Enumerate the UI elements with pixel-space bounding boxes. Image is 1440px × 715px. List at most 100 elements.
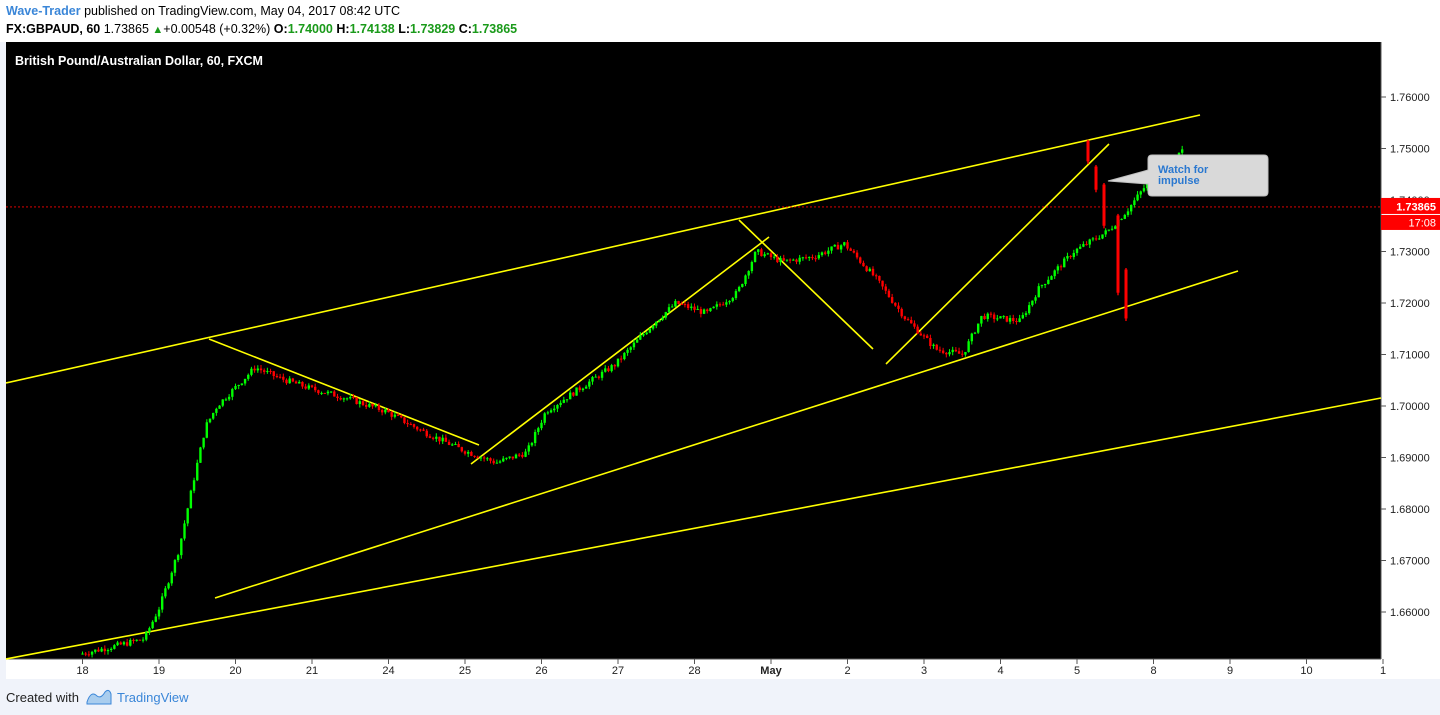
candle[interactable]	[600, 371, 604, 378]
candle[interactable]	[986, 313, 989, 320]
candle[interactable]	[1078, 246, 1082, 249]
candle[interactable]	[859, 257, 862, 263]
candle[interactable]	[145, 631, 148, 640]
candle[interactable]	[575, 387, 578, 396]
candle[interactable]	[626, 349, 629, 353]
candle[interactable]	[282, 376, 285, 380]
candle[interactable]	[1037, 286, 1040, 298]
candle[interactable]	[301, 381, 304, 387]
candle[interactable]	[231, 389, 234, 397]
candle[interactable]	[976, 323, 980, 333]
candle[interactable]	[451, 444, 454, 446]
candle[interactable]	[655, 321, 658, 326]
candle[interactable]	[897, 305, 900, 309]
candle[interactable]	[706, 309, 709, 312]
projection-candle[interactable]	[1102, 184, 1106, 226]
candle[interactable]	[412, 424, 416, 427]
trend-line[interactable]	[214, 270, 1239, 599]
candle[interactable]	[307, 385, 311, 389]
candle[interactable]	[196, 462, 199, 481]
candle[interactable]	[342, 398, 346, 400]
candle[interactable]	[1072, 252, 1076, 258]
candle[interactable]	[339, 398, 342, 400]
candle[interactable]	[1027, 305, 1031, 314]
candle[interactable]	[508, 456, 511, 458]
candle[interactable]	[935, 344, 938, 350]
candle[interactable]	[511, 456, 515, 459]
candle[interactable]	[741, 284, 744, 287]
candle[interactable]	[393, 414, 397, 417]
candle[interactable]	[878, 275, 881, 281]
candle[interactable]	[922, 335, 926, 337]
candle[interactable]	[415, 426, 419, 430]
candle[interactable]	[211, 412, 215, 419]
candle[interactable]	[84, 653, 87, 655]
candle[interactable]	[1012, 317, 1015, 322]
candle[interactable]	[237, 384, 240, 386]
candle[interactable]	[792, 259, 795, 261]
candle[interactable]	[843, 242, 846, 246]
candle[interactable]	[779, 258, 782, 263]
candle[interactable]	[514, 454, 518, 459]
candle[interactable]	[141, 639, 145, 641]
candle[interactable]	[208, 418, 212, 423]
candle[interactable]	[642, 334, 645, 336]
candle[interactable]	[648, 328, 652, 333]
candle[interactable]	[996, 318, 999, 320]
candle[interactable]	[827, 250, 830, 254]
candle[interactable]	[677, 301, 680, 304]
candle[interactable]	[961, 353, 964, 355]
candle[interactable]	[97, 649, 100, 652]
candle[interactable]	[715, 304, 719, 307]
candle[interactable]	[623, 352, 626, 360]
candle[interactable]	[839, 245, 843, 250]
candle[interactable]	[849, 248, 852, 251]
candle[interactable]	[234, 385, 237, 390]
candle[interactable]	[400, 415, 403, 418]
candle[interactable]	[1136, 194, 1139, 201]
candle[interactable]	[1015, 321, 1018, 323]
candle[interactable]	[298, 381, 301, 384]
candle[interactable]	[1139, 191, 1142, 195]
candle[interactable]	[176, 555, 180, 561]
trend-line[interactable]	[470, 236, 770, 465]
candle[interactable]	[699, 309, 703, 314]
candle[interactable]	[769, 253, 773, 258]
candle[interactable]	[772, 256, 776, 258]
candle[interactable]	[884, 286, 887, 291]
candle[interactable]	[425, 430, 428, 437]
candle[interactable]	[686, 304, 690, 308]
candle[interactable]	[543, 413, 546, 423]
candle[interactable]	[224, 399, 228, 401]
candle[interactable]	[572, 392, 575, 396]
candle[interactable]	[160, 596, 164, 610]
candle[interactable]	[1021, 315, 1025, 319]
candle[interactable]	[750, 261, 754, 272]
candle[interactable]	[380, 410, 384, 413]
candle[interactable]	[709, 308, 712, 312]
candle[interactable]	[690, 306, 693, 308]
candle[interactable]	[1047, 279, 1050, 284]
candle[interactable]	[90, 651, 94, 655]
candle[interactable]	[272, 371, 275, 377]
candle[interactable]	[776, 256, 779, 263]
projection-candle[interactable]	[1094, 166, 1098, 190]
candle[interactable]	[1031, 300, 1034, 306]
candle[interactable]	[227, 396, 231, 400]
candle[interactable]	[444, 437, 448, 442]
candle[interactable]	[352, 396, 355, 398]
candle[interactable]	[1063, 258, 1066, 268]
candle[interactable]	[852, 250, 856, 253]
candle[interactable]	[693, 306, 696, 310]
candle[interactable]	[766, 253, 770, 255]
candle[interactable]	[463, 451, 467, 454]
candle[interactable]	[323, 392, 326, 394]
candle[interactable]	[419, 429, 422, 431]
candle[interactable]	[763, 254, 766, 257]
candle[interactable]	[938, 349, 942, 351]
candle[interactable]	[833, 244, 836, 247]
time-axis[interactable]	[6, 659, 1440, 679]
candle[interactable]	[562, 399, 566, 403]
candle[interactable]	[1043, 283, 1047, 286]
candle[interactable]	[132, 639, 135, 641]
